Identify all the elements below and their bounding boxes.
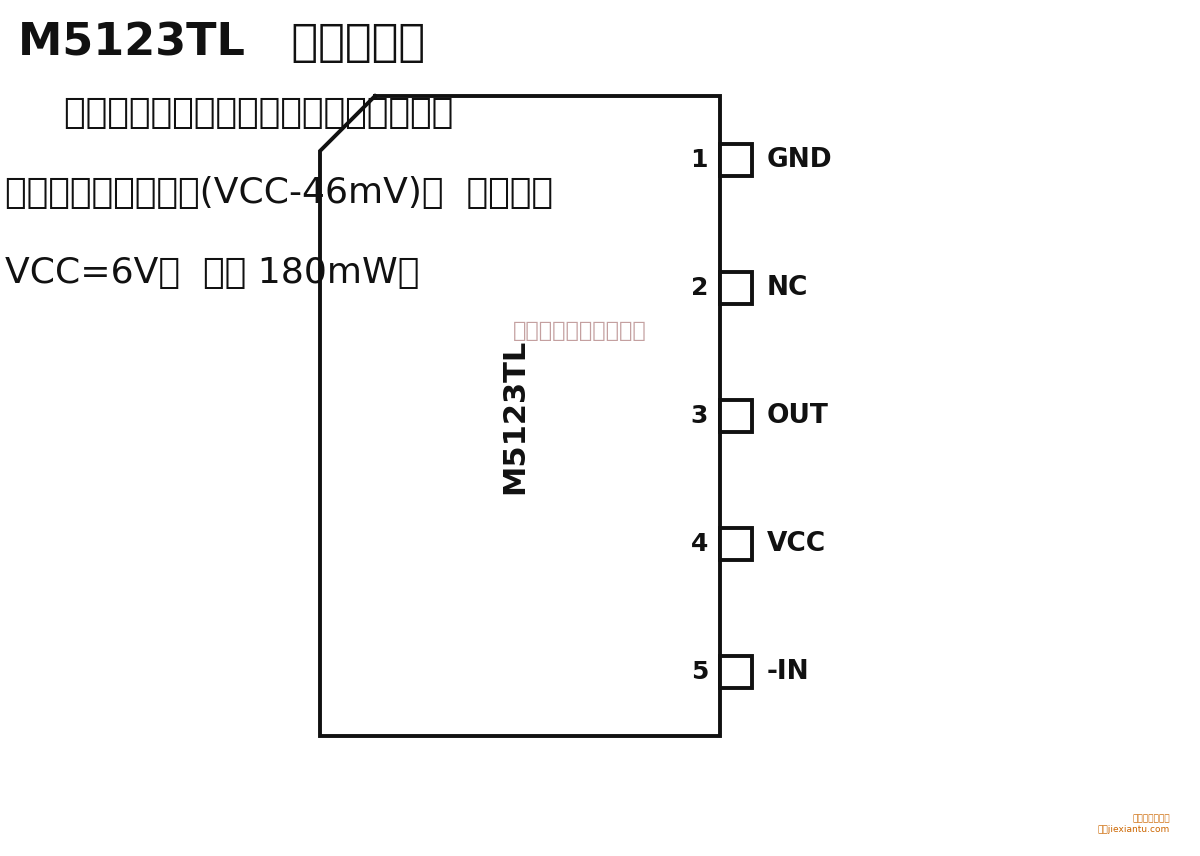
Bar bbox=[720, 144, 752, 176]
Text: 3: 3 bbox=[691, 404, 708, 428]
Text: 2: 2 bbox=[691, 276, 708, 300]
Text: 维库电子市场网
专业jiexiantu.com: 维库电子市场网 专业jiexiantu.com bbox=[1098, 815, 1170, 834]
Text: OUT: OUT bbox=[767, 403, 829, 429]
Text: VCC: VCC bbox=[767, 531, 826, 557]
Bar bbox=[720, 272, 752, 304]
Text: VCC=6V；  功耗 180mW。: VCC=6V； 功耗 180mW。 bbox=[5, 256, 419, 290]
Text: 5: 5 bbox=[691, 660, 708, 684]
Text: NC: NC bbox=[767, 275, 809, 301]
Text: 1: 1 bbox=[690, 148, 708, 172]
Text: 内含比较用基准电压(VCC-46mV)；  工作电压: 内含比较用基准电压(VCC-46mV)； 工作电压 bbox=[5, 176, 553, 210]
Text: 4: 4 bbox=[691, 532, 708, 556]
Text: 杭州将睛科技有限公司: 杭州将睛科技有限公司 bbox=[514, 321, 647, 341]
Bar bbox=[720, 656, 752, 688]
Bar bbox=[720, 528, 752, 560]
Bar bbox=[720, 400, 752, 432]
Text: 适用于对叠加到电源中的信号波形整形；: 适用于对叠加到电源中的信号波形整形； bbox=[18, 96, 454, 130]
Text: GND: GND bbox=[767, 147, 833, 173]
Text: M5123TL   电压比较器: M5123TL 电压比较器 bbox=[18, 21, 425, 64]
Text: M5123TL: M5123TL bbox=[500, 338, 529, 494]
Text: -IN: -IN bbox=[767, 659, 810, 685]
